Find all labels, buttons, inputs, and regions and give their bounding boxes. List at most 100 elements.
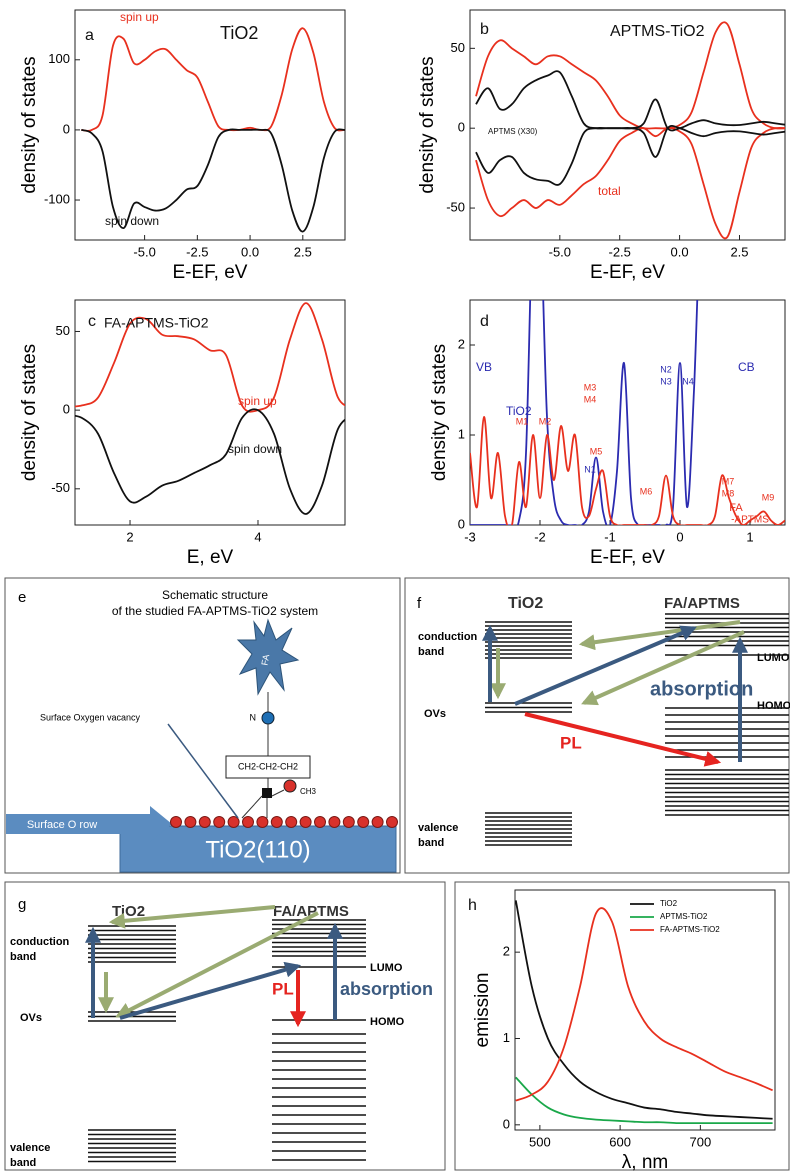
y-tick-label: 0 bbox=[503, 1116, 510, 1131]
oxygen-atom bbox=[371, 816, 384, 828]
absorption-label: absorption bbox=[650, 678, 753, 700]
n-label: N bbox=[250, 712, 257, 722]
annotation: N3 bbox=[660, 376, 672, 386]
series-line bbox=[515, 907, 773, 1102]
x-tick-label: 2 bbox=[126, 529, 133, 544]
annotation: M3 bbox=[584, 382, 597, 392]
x-axis-label: E-EF, eV bbox=[590, 547, 665, 568]
series-line bbox=[515, 900, 773, 1120]
level-label: LUMO bbox=[370, 962, 403, 974]
plot-area bbox=[470, 300, 785, 525]
panel-frame bbox=[4, 881, 446, 1171]
methyl bbox=[283, 779, 297, 793]
x-tick-label: -2 bbox=[534, 529, 546, 544]
oxygen-atom bbox=[170, 816, 182, 828]
level-label: band bbox=[10, 951, 36, 963]
series-line bbox=[470, 300, 699, 525]
annotation: FA bbox=[729, 502, 743, 514]
plot-area bbox=[81, 27, 345, 233]
plot-frame bbox=[74, 9, 346, 241]
x-tick-label: 0 bbox=[676, 529, 683, 544]
annotation: APTMS-TiO2 bbox=[610, 23, 705, 40]
y-tick-label: 0 bbox=[458, 120, 465, 135]
diagram-title: Schematic structure bbox=[162, 588, 268, 602]
annotation: M9 bbox=[762, 492, 775, 502]
x-axis-label: E-EF, eV bbox=[590, 262, 665, 283]
annotation: N1 bbox=[584, 464, 596, 474]
chain-label: CH2-CH2-CH2 bbox=[238, 761, 298, 771]
x-axis-label: E, eV bbox=[187, 547, 234, 568]
legend-label: TiO2 bbox=[660, 899, 678, 908]
annotation: d bbox=[480, 313, 489, 330]
plot-frame bbox=[514, 889, 776, 1131]
x-tick-label: 1 bbox=[746, 529, 753, 544]
column-title: FA/APTMS bbox=[664, 595, 740, 612]
plot-area bbox=[515, 900, 773, 1125]
x-tick-label: 700 bbox=[690, 1134, 712, 1149]
y-tick-label: 2 bbox=[458, 336, 465, 351]
level-label: band bbox=[418, 837, 444, 849]
annotation: M2 bbox=[539, 416, 552, 426]
x-tick-label: -2.5 bbox=[186, 244, 208, 259]
annotation: N4 bbox=[682, 376, 694, 386]
series-label: total bbox=[598, 184, 621, 198]
y-tick-label: 0 bbox=[63, 402, 70, 417]
series-line bbox=[470, 416, 785, 525]
oxygen-atom bbox=[270, 816, 283, 828]
level-label: HOMO bbox=[757, 700, 790, 712]
y-tick-label: 2 bbox=[503, 944, 510, 959]
series-line bbox=[81, 27, 345, 132]
panel-e: e Schematic structure of the studied FA-… bbox=[4, 577, 401, 874]
oxygen-atom bbox=[314, 816, 326, 828]
legend-label: APTMS-TiO2 bbox=[660, 912, 708, 921]
panel-g: g TiO2 FA/APTMS conduction band OVs vale… bbox=[4, 881, 446, 1171]
y-tick-label: -50 bbox=[51, 480, 70, 495]
transfer-arrow bbox=[108, 905, 276, 929]
series-line bbox=[515, 1076, 773, 1125]
y-axis-label: density of states bbox=[429, 344, 450, 481]
annotation: TiO2 bbox=[220, 23, 258, 43]
vacancy-label: Surface Oxygen vacancy bbox=[40, 712, 141, 722]
series-label: spin up bbox=[238, 394, 277, 408]
x-tick-label: 0.0 bbox=[241, 244, 259, 259]
oxygen-atom bbox=[342, 816, 355, 828]
methyl-label: CH3 bbox=[300, 787, 317, 796]
excite-arrow bbox=[514, 625, 697, 706]
annotation: -APTMS bbox=[731, 515, 769, 526]
chart: -3 -2 -1 0 1 0 1 2 E-EF, eV density of states TiO2… bbox=[429, 299, 786, 568]
n-atom bbox=[261, 711, 275, 725]
annotation: FA-APTMS-TiO2 bbox=[104, 315, 209, 331]
series-label: spin down bbox=[105, 214, 159, 228]
pl-label: PL bbox=[272, 979, 294, 998]
y-axis-label: density of states bbox=[19, 56, 40, 193]
x-tick-label: -3 bbox=[464, 529, 476, 544]
transfer-arrow bbox=[115, 911, 319, 1018]
level-label: band bbox=[10, 1157, 36, 1169]
oxygen-atom bbox=[198, 816, 211, 828]
series-line bbox=[75, 302, 345, 413]
y-tick-label: 50 bbox=[56, 323, 70, 338]
annotation: M1 bbox=[516, 416, 529, 426]
level-label: LUMO bbox=[757, 652, 790, 664]
y-tick-label: -50 bbox=[446, 199, 465, 214]
y-axis-label: emission bbox=[472, 973, 493, 1048]
series-line bbox=[75, 408, 345, 515]
bond bbox=[271, 789, 285, 797]
level-label: band bbox=[418, 646, 444, 658]
row-label: Surface O row bbox=[27, 819, 97, 831]
oxygen-atom bbox=[184, 816, 197, 828]
level-label: OVs bbox=[20, 1012, 42, 1024]
annotation: c bbox=[88, 313, 96, 330]
x-tick-label: 500 bbox=[529, 1134, 551, 1149]
panel-frame bbox=[4, 577, 401, 874]
substrate-label: TiO2(110) bbox=[205, 836, 310, 863]
x-tick-label: -5.0 bbox=[549, 244, 571, 259]
panel-letter: f bbox=[417, 595, 422, 612]
annotation: M6 bbox=[640, 486, 653, 496]
column-title: TiO2 bbox=[508, 595, 543, 612]
si-atom bbox=[262, 788, 272, 798]
chart: 500 600 700 0 1 2 λ, nm emission TiO2 APTMS-TiO2 F… bbox=[468, 889, 776, 1172]
chart: -5.0 -2.5 0.0 2.5 -100 0 100 E-EF, eV density of… bbox=[19, 9, 346, 283]
annotation: CB bbox=[738, 360, 755, 374]
